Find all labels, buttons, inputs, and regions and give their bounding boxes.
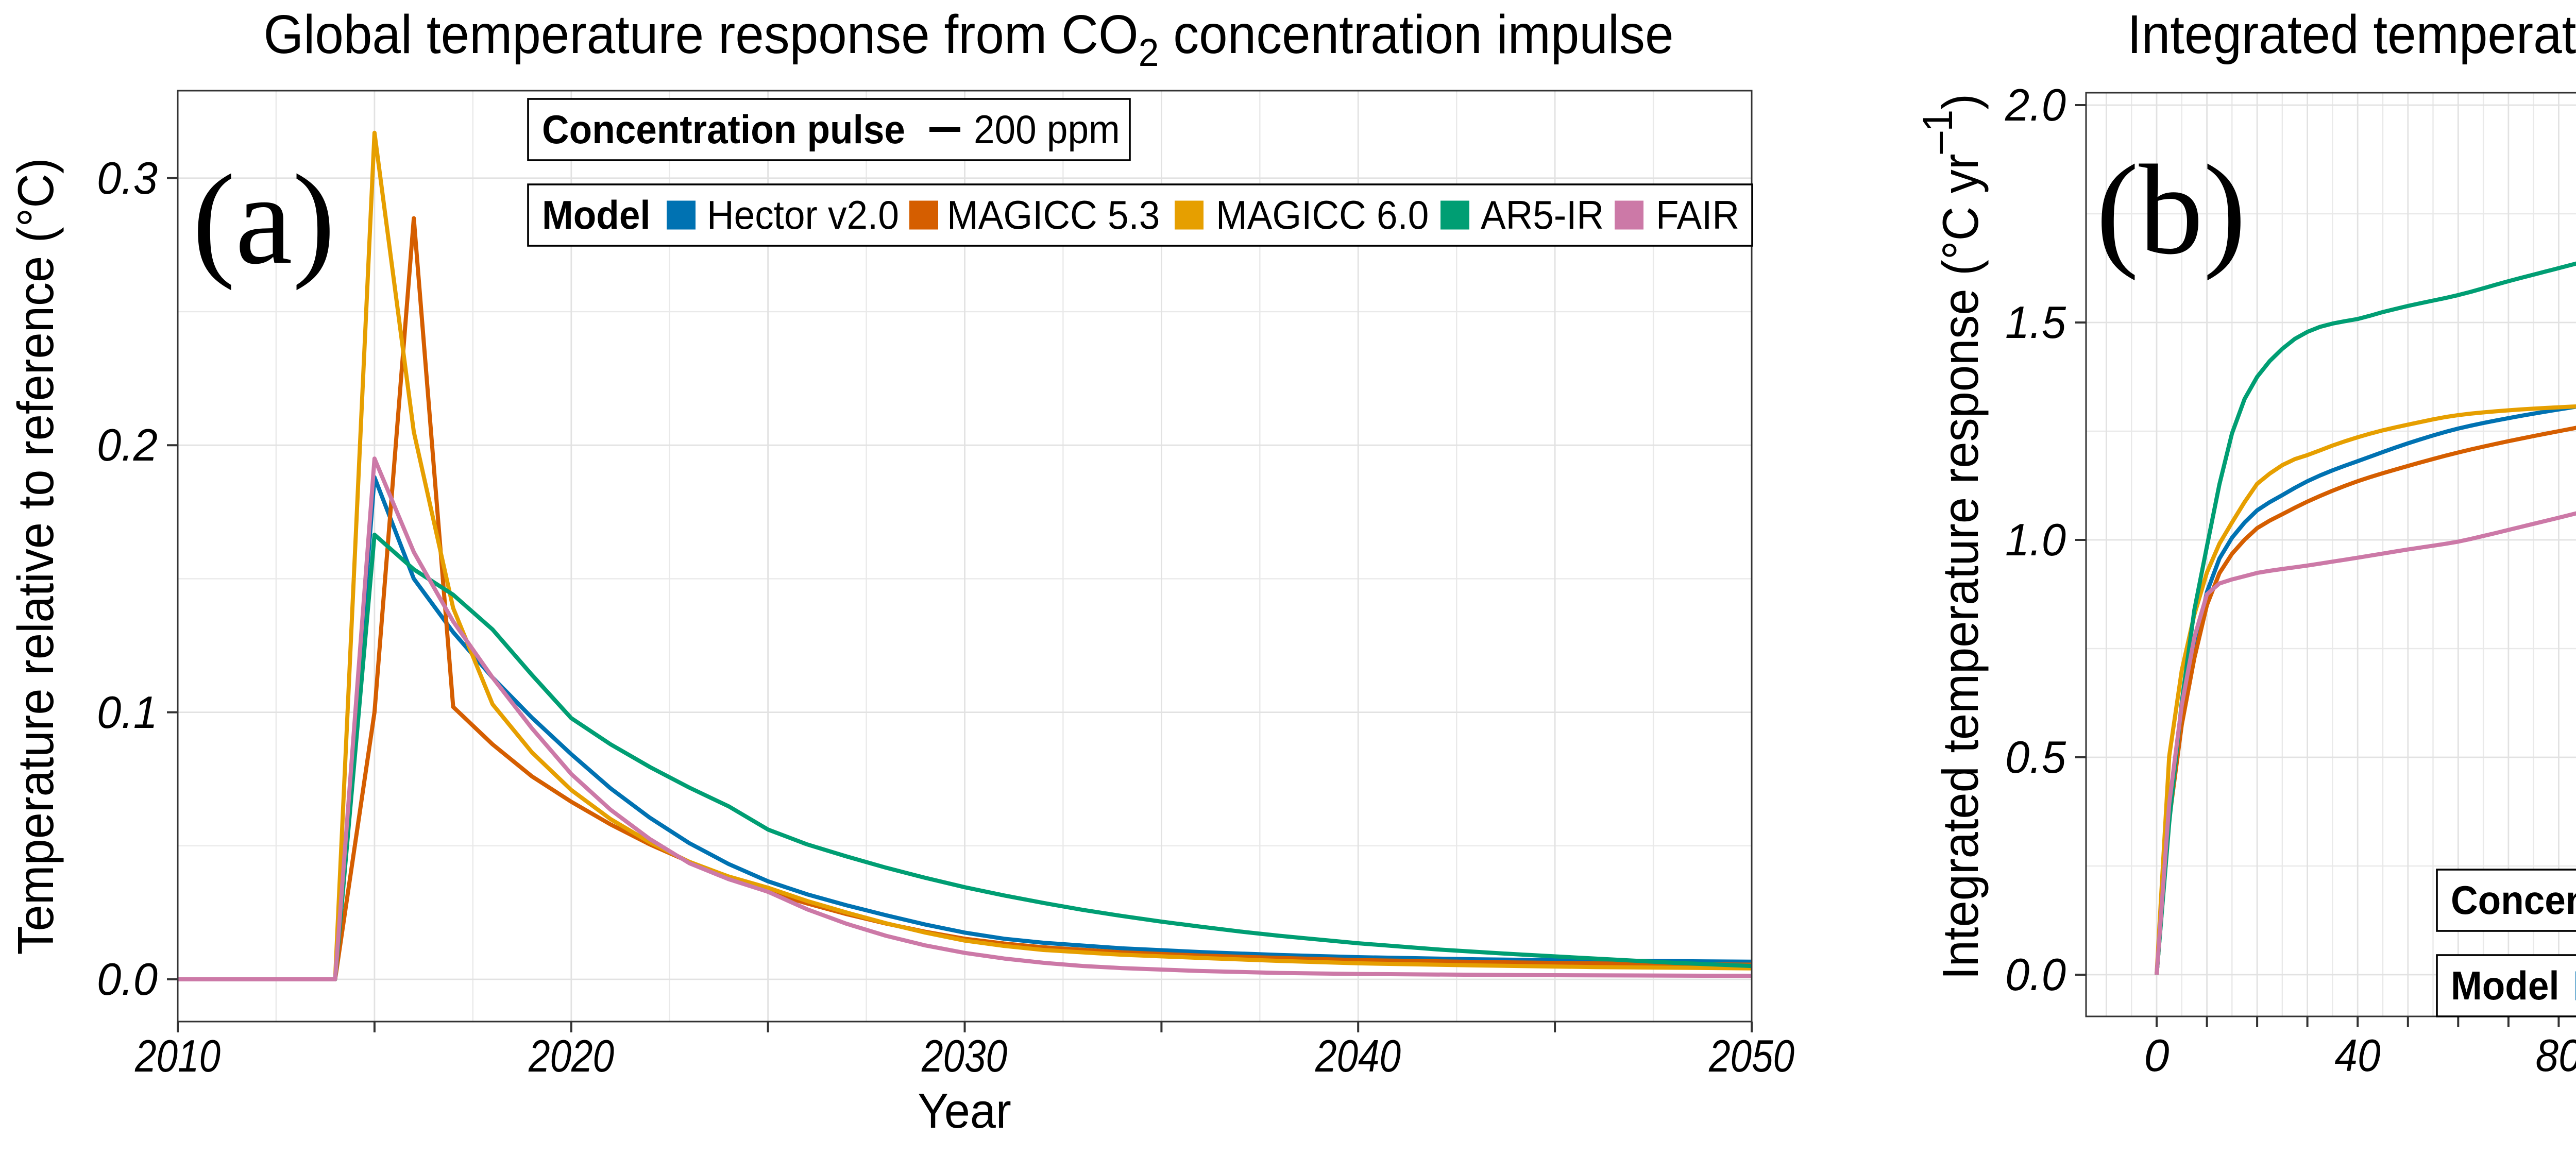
svg-text:0.3: 0.3 xyxy=(97,152,158,203)
svg-text:FAIR: FAIR xyxy=(1656,193,1739,237)
svg-text:0: 0 xyxy=(2144,1030,2170,1081)
svg-text:MAGICC 5.3: MAGICC 5.3 xyxy=(947,193,1160,237)
svg-text:(a): (a) xyxy=(192,148,335,291)
svg-text:2050: 2050 xyxy=(1708,1030,1794,1081)
svg-text:2.0: 2.0 xyxy=(2005,79,2066,130)
svg-text:1.5: 1.5 xyxy=(2005,297,2066,348)
svg-text:MAGICC 6.0: MAGICC 6.0 xyxy=(1216,193,1429,237)
svg-text:Temperature relative to refere: Temperature relative to reference (°C) xyxy=(8,158,64,955)
svg-text:2030: 2030 xyxy=(921,1030,1007,1081)
svg-text:Model: Model xyxy=(542,193,651,237)
svg-text:1.0: 1.0 xyxy=(2005,514,2066,565)
svg-text:0.0: 0.0 xyxy=(2005,949,2066,1000)
svg-text:0.1: 0.1 xyxy=(97,687,158,738)
svg-text:80: 80 xyxy=(2536,1030,2576,1081)
svg-text:2020: 2020 xyxy=(528,1030,614,1081)
svg-text:(b): (b) xyxy=(2096,139,2246,281)
svg-text:Concentration pulse: Concentration pulse xyxy=(542,107,905,152)
svg-text:Integrated temperature respons: Integrated temperature response from CO2… xyxy=(2127,4,2576,74)
svg-text:Model: Model xyxy=(2451,963,2560,1008)
svg-text:AR5-IR: AR5-IR xyxy=(1481,193,1604,237)
svg-text:0.2: 0.2 xyxy=(97,419,158,470)
svg-text:Concentration pulse: Concentration pulse xyxy=(2451,878,2576,923)
svg-text:Year: Year xyxy=(918,1083,1011,1138)
svg-text:40: 40 xyxy=(2335,1030,2381,1081)
svg-text:2040: 2040 xyxy=(1315,1030,1401,1081)
svg-text:Global temperature response fr: Global temperature response from CO2 con… xyxy=(263,4,1673,74)
svg-text:Hector v2.0: Hector v2.0 xyxy=(707,193,899,237)
svg-text:0.0: 0.0 xyxy=(97,954,158,1005)
svg-text:2010: 2010 xyxy=(134,1030,221,1081)
svg-text:0.5: 0.5 xyxy=(2005,732,2066,783)
svg-text:200 ppm: 200 ppm xyxy=(974,107,1120,152)
